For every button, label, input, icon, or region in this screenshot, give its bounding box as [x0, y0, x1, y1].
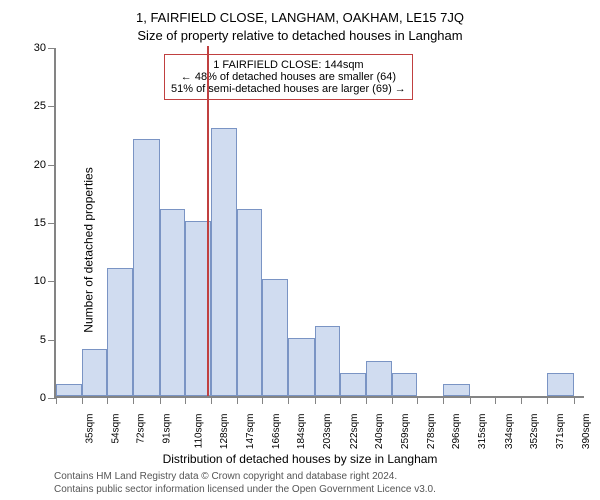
- annotation-box: 1 FAIRFIELD CLOSE: 144sqm ← 48% of detac…: [164, 54, 413, 100]
- x-tick-label: 390sqm: [581, 414, 592, 450]
- histogram-bar: [211, 128, 237, 396]
- x-tick-label: 166sqm: [271, 414, 282, 450]
- histogram-bar: [107, 268, 133, 396]
- y-tick-label: 0: [40, 392, 46, 404]
- x-tick: [547, 396, 548, 404]
- x-tick-label: 72sqm: [136, 414, 147, 444]
- y-tick-label: 15: [34, 217, 46, 229]
- y-tick: [48, 340, 56, 341]
- x-axis-label: Distribution of detached houses by size …: [0, 452, 600, 466]
- x-tick: [470, 396, 471, 404]
- x-tick-label: 296sqm: [451, 414, 462, 450]
- y-tick: [48, 48, 56, 49]
- y-tick-label: 25: [34, 100, 46, 112]
- histogram-bar: [82, 349, 107, 396]
- y-tick-label: 20: [34, 159, 46, 171]
- histogram-bar: [288, 338, 314, 396]
- x-tick-label: 259sqm: [400, 414, 411, 450]
- y-tick-label: 30: [34, 42, 46, 54]
- y-tick-label: 5: [40, 334, 46, 346]
- x-tick: [392, 396, 393, 404]
- credit-line1: Contains HM Land Registry data © Crown c…: [54, 471, 436, 484]
- histogram-bar: [262, 279, 288, 396]
- histogram-bar: [160, 209, 185, 396]
- x-tick: [133, 396, 134, 404]
- chart-title-line1: 1, FAIRFIELD CLOSE, LANGHAM, OAKHAM, LE1…: [0, 10, 600, 25]
- x-tick-label: 352sqm: [529, 414, 540, 450]
- plot-area: 1 FAIRFIELD CLOSE: 144sqm ← 48% of detac…: [54, 48, 584, 398]
- x-tick-label: 334sqm: [504, 414, 515, 450]
- x-tick: [340, 396, 341, 404]
- x-tick: [495, 396, 496, 404]
- marker-line: [207, 46, 209, 396]
- x-tick-label: 128sqm: [219, 414, 230, 450]
- credit-line2: Contains public sector information licen…: [54, 484, 436, 497]
- x-tick: [237, 396, 238, 404]
- histogram-bar: [237, 209, 262, 396]
- x-tick: [521, 396, 522, 404]
- y-tick: [48, 106, 56, 107]
- x-tick: [160, 396, 161, 404]
- x-tick: [185, 396, 186, 404]
- x-tick: [211, 396, 212, 404]
- x-tick: [417, 396, 418, 404]
- x-tick-label: 315sqm: [478, 414, 489, 450]
- x-tick-label: 91sqm: [162, 414, 173, 444]
- x-tick-label: 110sqm: [193, 414, 204, 449]
- histogram-bar: [56, 384, 82, 396]
- x-tick: [574, 396, 575, 404]
- histogram-bar: [340, 373, 366, 396]
- y-tick: [48, 281, 56, 282]
- x-tick: [82, 396, 83, 404]
- histogram-bar: [443, 384, 469, 396]
- x-tick-label: 240sqm: [374, 414, 385, 450]
- x-tick: [288, 396, 289, 404]
- x-tick-label: 278sqm: [426, 414, 437, 450]
- x-tick: [56, 396, 57, 404]
- histogram-bar: [547, 373, 573, 396]
- x-tick-label: 54sqm: [111, 414, 122, 444]
- x-tick: [315, 396, 316, 404]
- x-tick: [443, 396, 444, 404]
- credits: Contains HM Land Registry data © Crown c…: [54, 471, 436, 496]
- x-tick-label: 147sqm: [245, 414, 256, 450]
- histogram-bar: [133, 139, 159, 396]
- x-tick-label: 222sqm: [349, 414, 360, 450]
- histogram-bar: [315, 326, 340, 396]
- x-tick: [107, 396, 108, 404]
- x-tick-label: 371sqm: [555, 414, 566, 450]
- y-tick: [48, 223, 56, 224]
- x-tick-label: 35sqm: [85, 414, 96, 444]
- chart-container: 1, FAIRFIELD CLOSE, LANGHAM, OAKHAM, LE1…: [0, 0, 600, 500]
- x-tick: [262, 396, 263, 404]
- y-tick: [48, 398, 56, 399]
- x-tick-label: 184sqm: [296, 414, 307, 450]
- y-tick: [48, 165, 56, 166]
- histogram-bar: [366, 361, 392, 396]
- histogram-bar: [392, 373, 417, 396]
- y-tick-label: 10: [34, 275, 46, 287]
- x-tick-label: 203sqm: [323, 414, 334, 450]
- x-tick: [366, 396, 367, 404]
- chart-title-line2: Size of property relative to detached ho…: [0, 28, 600, 43]
